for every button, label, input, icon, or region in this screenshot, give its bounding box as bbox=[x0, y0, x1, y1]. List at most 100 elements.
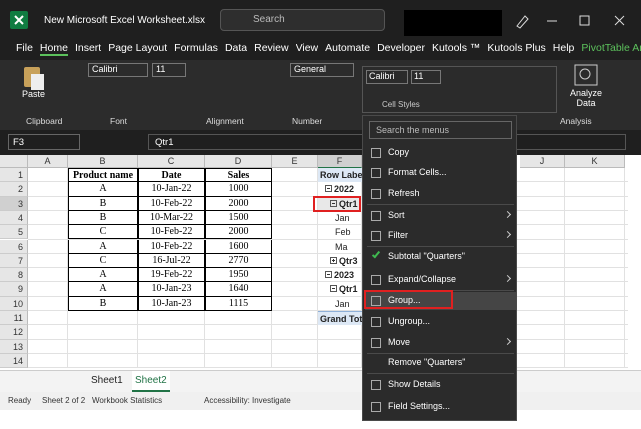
table-header[interactable]: Sales bbox=[205, 168, 272, 183]
table-cell[interactable]: 10-Jan-23 bbox=[138, 296, 205, 311]
paste-label[interactable]: Paste bbox=[22, 89, 46, 99]
table-cell[interactable]: A bbox=[68, 182, 138, 197]
table-cell[interactable]: B bbox=[68, 296, 138, 311]
ribbon-tab[interactable]: Automate bbox=[325, 42, 371, 54]
menu-item[interactable]: Ungroup... bbox=[365, 313, 516, 331]
menu-item[interactable]: Field Settings... bbox=[365, 398, 516, 416]
pivot-cell: 2023 bbox=[318, 268, 362, 282]
ribbon-tab[interactable]: Formulas bbox=[174, 42, 218, 54]
pivot-label[interactable]: Qtr1 bbox=[339, 198, 358, 209]
menu-item[interactable]: Move bbox=[365, 334, 516, 352]
menu-item[interactable]: Sort bbox=[365, 207, 516, 225]
table-cell[interactable]: 2770 bbox=[205, 253, 272, 269]
menu-item[interactable]: Remove "Quarters" bbox=[365, 354, 516, 372]
table-cell[interactable]: 1640 bbox=[205, 282, 272, 297]
menu-icon bbox=[371, 358, 381, 368]
table-cell[interactable]: 1600 bbox=[205, 239, 272, 254]
table-cell[interactable]: 10-Feb-22 bbox=[138, 196, 205, 211]
table-header[interactable]: Date bbox=[138, 168, 205, 183]
pivot-label[interactable]: 2022 bbox=[334, 184, 355, 195]
pivot-label[interactable]: Qtr3 bbox=[339, 255, 358, 266]
pivot-cell: Qtr3 bbox=[318, 254, 362, 268]
menu-item[interactable]: Group... bbox=[365, 292, 516, 310]
pivot-label[interactable]: Feb bbox=[335, 227, 351, 238]
pivot-label[interactable]: Qtr1 bbox=[339, 284, 358, 295]
ribbon-tab[interactable]: Data bbox=[224, 42, 248, 54]
table-cell[interactable]: B bbox=[68, 210, 138, 226]
table-cell[interactable]: 16-Jul-22 bbox=[138, 253, 205, 269]
menu-item[interactable]: Refresh bbox=[365, 185, 516, 203]
table-cell[interactable]: 1115 bbox=[205, 296, 272, 311]
pivot-label[interactable]: 2023 bbox=[334, 270, 355, 281]
table-cell[interactable]: B bbox=[68, 196, 138, 211]
table-cell[interactable]: 10-Mar-22 bbox=[138, 210, 205, 226]
ribbon-tab[interactable]: Home bbox=[39, 42, 68, 56]
pivot-label[interactable]: Ma bbox=[335, 241, 348, 252]
status-text: Sheet 2 of 2 bbox=[42, 396, 86, 405]
table-cell[interactable]: 1950 bbox=[205, 268, 272, 283]
separator bbox=[367, 373, 514, 374]
table-cell[interactable]: 19-Feb-22 bbox=[138, 268, 205, 283]
sheet-tab[interactable]: Sheet2 bbox=[132, 371, 170, 392]
ribbon-tab[interactable]: File bbox=[16, 42, 33, 54]
cell-styles[interactable]: Cell Styles bbox=[382, 100, 420, 109]
mini-font-size[interactable]: 11 bbox=[411, 70, 441, 84]
pivot-label[interactable]: Grand Tot bbox=[320, 314, 362, 324]
menu-item[interactable]: Subtotal "Quarters" bbox=[365, 248, 516, 266]
ribbon-tab[interactable]: Insert bbox=[74, 42, 102, 54]
menu-label: Field Settings... bbox=[388, 401, 451, 411]
analyze-data[interactable]: Analyze Data bbox=[569, 88, 603, 108]
ribbon-tab[interactable]: View bbox=[295, 42, 319, 54]
grid-line bbox=[28, 352, 628, 354]
ribbon-tab[interactable]: Kutools Plus bbox=[487, 42, 546, 54]
table-cell[interactable]: 10-Feb-22 bbox=[138, 225, 205, 240]
search-box[interactable]: Search bbox=[220, 9, 385, 31]
menu-label: Subtotal "Quarters" bbox=[388, 251, 465, 261]
expand-icon[interactable] bbox=[325, 185, 332, 193]
ribbon-tab[interactable]: Page Layout bbox=[108, 42, 168, 54]
menu-search[interactable]: Search the menus bbox=[369, 121, 512, 139]
pivot-label[interactable]: Jan bbox=[335, 212, 350, 223]
table-cell[interactable]: 10-Jan-22 bbox=[138, 182, 205, 197]
mini-toolbar bbox=[362, 66, 557, 113]
expand-icon[interactable] bbox=[330, 256, 337, 264]
ribbon-tab[interactable]: Help bbox=[552, 42, 575, 54]
mini-font-name[interactable]: Calibri bbox=[366, 70, 408, 84]
ribbon-tab[interactable]: PivotTable Analyze bbox=[581, 42, 641, 54]
grid-line bbox=[28, 310, 628, 311]
pivot-label[interactable]: Row Label bbox=[320, 170, 362, 180]
table-cell[interactable]: 10-Feb-22 bbox=[138, 239, 205, 254]
ribbon-tab[interactable]: Kutools ™ bbox=[431, 42, 481, 54]
menu-icon bbox=[371, 380, 381, 390]
ribbon-tab[interactable]: Developer bbox=[377, 42, 425, 54]
table-cell[interactable]: C bbox=[68, 225, 138, 240]
name-box[interactable]: F3 bbox=[8, 134, 80, 150]
expand-icon[interactable] bbox=[325, 271, 332, 279]
window-controls bbox=[516, 15, 625, 29]
table-cell[interactable]: 1000 bbox=[205, 182, 272, 197]
menu-item[interactable]: Copy bbox=[365, 144, 516, 162]
font-size-box[interactable]: 11 bbox=[152, 63, 186, 77]
menu-item[interactable]: Filter bbox=[365, 227, 516, 245]
menu-item[interactable]: Expand/Collapse bbox=[365, 271, 516, 289]
menu-item[interactable]: Format Cells... bbox=[365, 164, 516, 182]
expand-icon[interactable] bbox=[330, 199, 337, 207]
expand-icon[interactable] bbox=[330, 285, 337, 293]
sheet-tab[interactable]: Sheet1 bbox=[91, 375, 123, 386]
pivot-label[interactable]: Jan bbox=[335, 298, 350, 309]
table-cell[interactable]: C bbox=[68, 253, 138, 269]
table-cell[interactable]: A bbox=[68, 282, 138, 297]
table-cell[interactable]: 10-Jan-23 bbox=[138, 282, 205, 297]
table-cell[interactable]: A bbox=[68, 268, 138, 283]
menu-icon bbox=[371, 211, 381, 221]
menu-item[interactable]: Show Details bbox=[365, 376, 516, 394]
font-name-box[interactable]: Calibri bbox=[88, 63, 148, 77]
table-cell[interactable]: 2000 bbox=[205, 225, 272, 240]
table-cell[interactable]: 2000 bbox=[205, 196, 272, 211]
table-header[interactable]: Product name bbox=[68, 168, 138, 183]
table-cell[interactable]: A bbox=[68, 239, 138, 254]
ribbon-tab[interactable]: Review bbox=[254, 42, 289, 54]
table-cell[interactable]: 1500 bbox=[205, 210, 272, 226]
number-format-box[interactable]: General bbox=[290, 63, 354, 77]
